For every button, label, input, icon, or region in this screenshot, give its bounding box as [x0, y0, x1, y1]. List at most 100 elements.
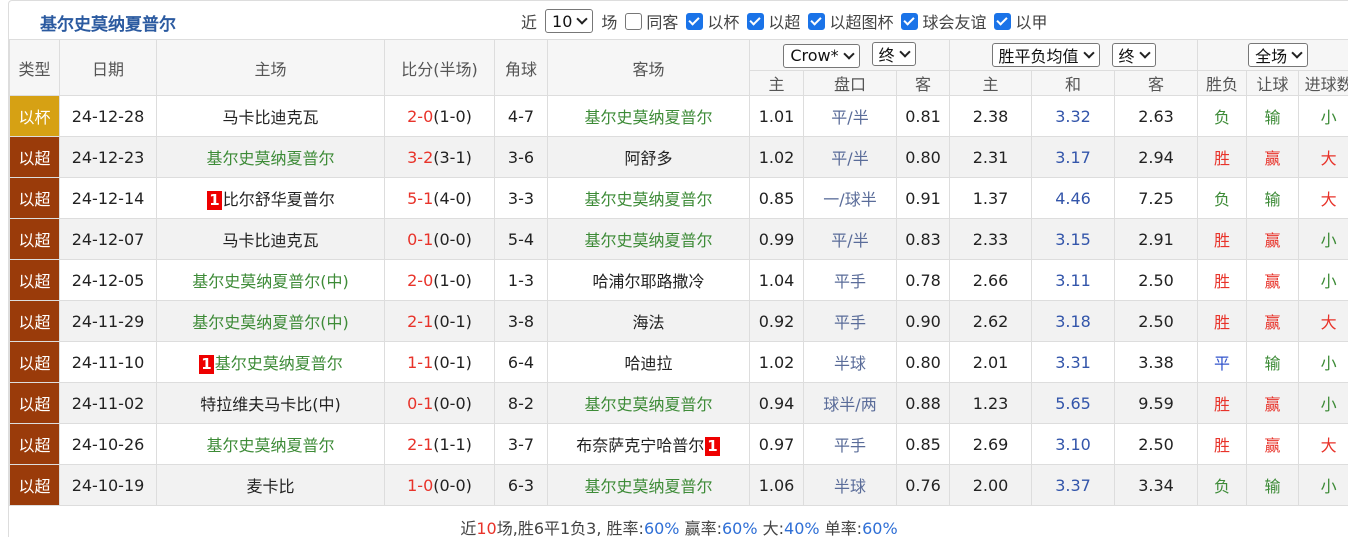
match-date: 24-12-23 [60, 137, 157, 178]
column-header: 比分(半场) [385, 40, 495, 96]
full-score: 5-1 [407, 189, 433, 208]
checkbox[interactable] [994, 13, 1011, 30]
away-win-odds: 2.94 [1115, 137, 1198, 178]
full-score: 1-1 [407, 353, 433, 372]
draw-odds: 5.65 [1032, 383, 1115, 424]
away-win-odds: 2.50 [1115, 424, 1198, 465]
half-score: (0-0) [433, 230, 472, 249]
dropdown[interactable]: 终 [1112, 43, 1156, 67]
result-hc: 赢 [1247, 260, 1299, 301]
home-win-odds: 2.00 [950, 465, 1032, 506]
half-score: (1-1) [433, 435, 472, 454]
result-hc: 输 [1247, 342, 1299, 383]
corners: 4-7 [495, 96, 548, 137]
checkbox-label: 以超 [768, 9, 800, 33]
checkbox[interactable] [747, 13, 764, 30]
corners: 6-4 [495, 342, 548, 383]
score: 2-1(1-1) [385, 424, 495, 465]
team-name: 基尔史莫纳夏普尔(中) [192, 313, 349, 332]
team-name: 基尔史莫纳夏普尔 [584, 190, 712, 209]
handicap-away-odds: 0.88 [897, 383, 950, 424]
away-win-odds: 2.50 [1115, 260, 1198, 301]
away-win-odds: 2.63 [1115, 96, 1198, 137]
full-score: 3-2 [407, 148, 433, 167]
summary: 近10场,胜6平1负3, 胜率:60% 赢率:60% 大:40% 单率:60% [9, 515, 1348, 537]
dropdown[interactable]: 全场 [1248, 43, 1308, 67]
score: 3-2(3-1) [385, 137, 495, 178]
away-win-odds: 7.25 [1115, 178, 1198, 219]
handicap-line: 平手 [804, 260, 897, 301]
checkbox[interactable] [686, 13, 703, 30]
handicap-home-odds: 1.01 [750, 96, 804, 137]
filter-suffix: 场 [601, 9, 617, 33]
checkbox[interactable] [901, 13, 918, 30]
summary-part: 60% [644, 519, 680, 537]
handicap-away-odds: 0.85 [897, 424, 950, 465]
column-header: 客场 [548, 40, 750, 96]
dropdown[interactable]: Crow* [783, 44, 859, 68]
home-team: 基尔史莫纳夏普尔 [157, 137, 385, 178]
away-team: 基尔史莫纳夏普尔 [548, 219, 750, 260]
team-name: 比尔舒华夏普尔 [223, 190, 335, 209]
home-win-odds: 2.01 [950, 342, 1032, 383]
home-team: 基尔史莫纳夏普尔(中) [157, 301, 385, 342]
column-header: 主 [950, 71, 1032, 96]
away-team: 哈迪拉 [548, 342, 750, 383]
column-header: 让球 [1247, 71, 1299, 96]
team-name: 马卡比迪克瓦 [222, 108, 318, 127]
result-wl: 负 [1198, 178, 1247, 219]
team-name: 基尔史莫纳夏普尔 [584, 108, 712, 127]
result-ou: 大 [1299, 424, 1348, 465]
result-ou: 小 [1299, 383, 1348, 424]
half-score: (0-0) [433, 394, 472, 413]
summary-part: 40% [784, 519, 820, 537]
home-team: 特拉维夫马卡比(中) [157, 383, 385, 424]
result-ou: 小 [1299, 260, 1348, 301]
match-type: 以超 [10, 342, 60, 383]
match-date: 24-10-26 [60, 424, 157, 465]
result-wl: 胜 [1198, 260, 1247, 301]
result-ou: 小 [1299, 465, 1348, 506]
team-name: 基尔史莫纳夏普尔 [206, 436, 334, 455]
match-date: 24-12-28 [60, 96, 157, 137]
home-win-odds: 2.69 [950, 424, 1032, 465]
summary-part: 60% [862, 519, 898, 537]
red-card: 1 [207, 191, 221, 210]
checkbox[interactable] [625, 13, 642, 30]
match-date: 24-12-07 [60, 219, 157, 260]
match-type: 以超 [10, 219, 60, 260]
team-name: 哈迪拉 [624, 354, 672, 373]
home-win-odds: 2.33 [950, 219, 1032, 260]
full-score: 2-1 [407, 435, 433, 454]
result-wl: 胜 [1198, 301, 1247, 342]
result-hc: 输 [1247, 178, 1299, 219]
result-hc: 赢 [1247, 137, 1299, 178]
away-win-odds: 2.91 [1115, 219, 1198, 260]
handicap-line: 平手 [804, 301, 897, 342]
team-name: 基尔史莫纳夏普尔(中) [192, 272, 349, 291]
dropdown[interactable]: 胜平负均值 [992, 43, 1100, 67]
dropdown[interactable]: 终 [872, 42, 916, 66]
away-win-odds: 9.59 [1115, 383, 1198, 424]
group-header: 胜平负均值终 [950, 40, 1198, 71]
column-header: 客 [897, 71, 950, 96]
result-wl: 胜 [1198, 383, 1247, 424]
result-ou: 小 [1299, 96, 1348, 137]
handicap-away-odds: 0.83 [897, 219, 950, 260]
summary-part: 大: [758, 519, 784, 537]
count-select[interactable]: 10 [545, 9, 593, 33]
corners: 3-7 [495, 424, 548, 465]
handicap-line: 一/球半 [804, 178, 897, 219]
match-date: 24-11-29 [60, 301, 157, 342]
team-name: 基尔史莫纳夏普尔 [584, 477, 712, 496]
score: 2-0(1-0) [385, 96, 495, 137]
home-team: 基尔史莫纳夏普尔(中) [157, 260, 385, 301]
checkbox[interactable] [808, 13, 825, 30]
corners: 6-3 [495, 465, 548, 506]
handicap-away-odds: 0.90 [897, 301, 950, 342]
